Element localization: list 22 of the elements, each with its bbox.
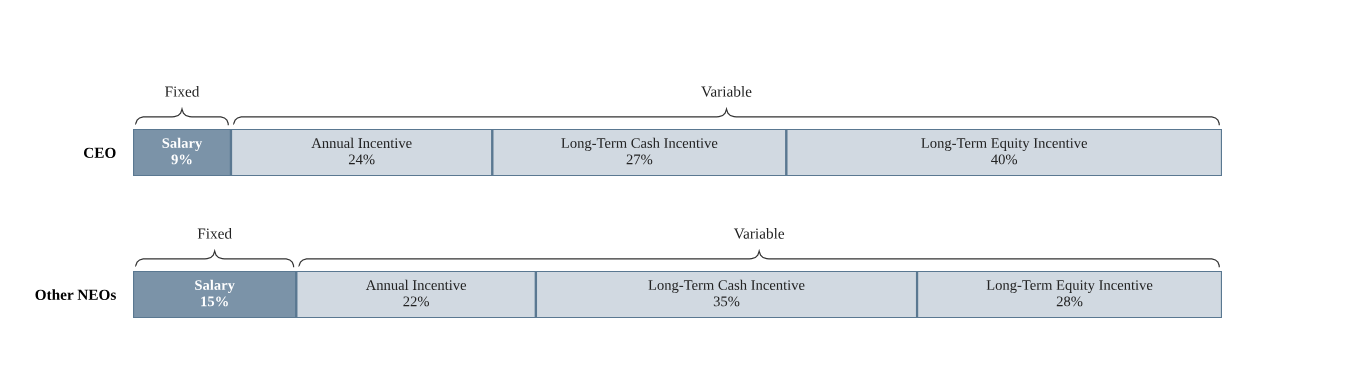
data-label: 35% bbox=[713, 296, 740, 307]
series-label: Long-Term Equity Incentive bbox=[921, 138, 1088, 151]
data-label: 9% bbox=[171, 154, 192, 165]
series-label: Salary bbox=[162, 137, 203, 151]
text: Variable bbox=[733, 228, 785, 239]
series-label: Annual Incentive bbox=[311, 137, 412, 149]
data-label: 40% bbox=[991, 154, 1018, 165]
text: Variable bbox=[701, 86, 752, 97]
data-label: 22% bbox=[403, 296, 430, 307]
series-label: Annual Incentive bbox=[365, 279, 467, 291]
data-label: 28% bbox=[1056, 296, 1083, 307]
text: Fixed bbox=[197, 228, 232, 239]
y-tick-label: Other NEOs bbox=[35, 289, 116, 300]
data-label: 15% bbox=[201, 296, 228, 307]
text: Fixed bbox=[165, 86, 200, 97]
series-label: Salary bbox=[195, 279, 235, 293]
y-tick-label: CEO bbox=[83, 147, 116, 158]
data-label: 24% bbox=[348, 154, 375, 165]
series-label: Long-Term Equity Incentive bbox=[986, 280, 1153, 293]
series-label: Long-Term Cash Incentive bbox=[561, 137, 718, 151]
series-label: Long-Term Cash Incentive bbox=[648, 279, 805, 293]
data-label: 27% bbox=[626, 154, 653, 165]
